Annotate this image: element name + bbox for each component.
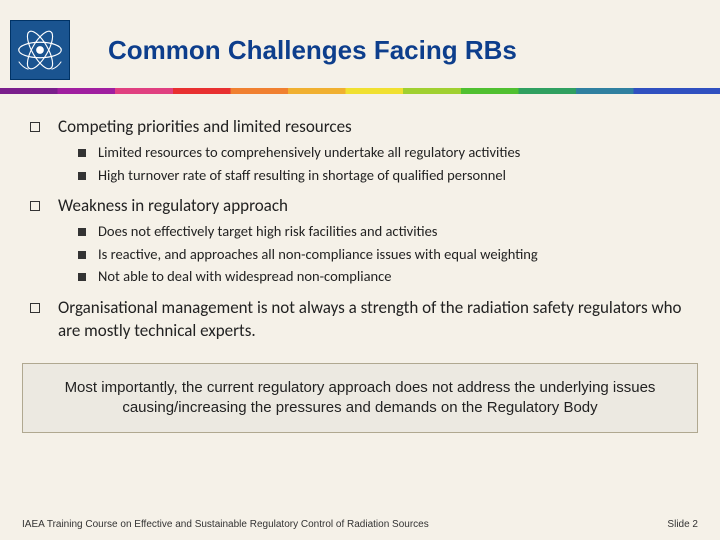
sub-bullet-item: Not able to deal with widespread non-com… [78, 267, 690, 287]
sub-bullet-text: High turnover rate of staff resulting in… [98, 166, 506, 186]
sub-list: Does not effectively target high risk fa… [78, 222, 690, 287]
sub-list: Limited resources to comprehensively und… [78, 143, 690, 185]
footer-left: IAEA Training Course on Effective and Su… [22, 519, 429, 530]
filled-square-bullet-icon [78, 228, 86, 236]
sub-bullet-item: Does not effectively target high risk fa… [78, 222, 690, 242]
sub-bullet-item: Limited resources to comprehensively und… [78, 143, 690, 163]
sub-bullet-text: Is reactive, and approaches all non-comp… [98, 245, 538, 265]
bullet-text: Organisational management is not always … [58, 297, 690, 343]
sub-bullet-text: Limited resources to comprehensively und… [98, 143, 520, 163]
sub-bullet-text: Not able to deal with widespread non-com… [98, 267, 391, 287]
open-square-bullet-icon [30, 201, 40, 211]
slide-footer: IAEA Training Course on Effective and Su… [0, 519, 720, 530]
open-square-bullet-icon [30, 122, 40, 132]
sub-bullet-text: Does not effectively target high risk fa… [98, 222, 437, 242]
highlight-text: Most importantly, the current regulatory… [53, 378, 667, 419]
highlight-box: Most importantly, the current regulatory… [22, 363, 698, 434]
bullet-item: Weakness in regulatory approach [30, 195, 690, 218]
filled-square-bullet-icon [78, 172, 86, 180]
bullet-text: Weakness in regulatory approach [58, 195, 288, 218]
filled-square-bullet-icon [78, 251, 86, 259]
bullet-item: Competing priorities and limited resourc… [30, 116, 690, 139]
filled-square-bullet-icon [78, 149, 86, 157]
sub-bullet-item: Is reactive, and approaches all non-comp… [78, 245, 690, 265]
footer-right: Slide 2 [667, 519, 698, 530]
slide-header: Common Challenges Facing RBs [0, 0, 720, 88]
slide-content: Competing priorities and limited resourc… [0, 94, 720, 343]
bullet-item: Organisational management is not always … [30, 297, 690, 343]
slide-title: Common Challenges Facing RBs [108, 35, 517, 66]
sub-bullet-item: High turnover rate of staff resulting in… [78, 166, 690, 186]
open-square-bullet-icon [30, 303, 40, 313]
bullet-text: Competing priorities and limited resourc… [58, 116, 352, 139]
iaea-logo-icon [10, 20, 70, 80]
filled-square-bullet-icon [78, 273, 86, 281]
